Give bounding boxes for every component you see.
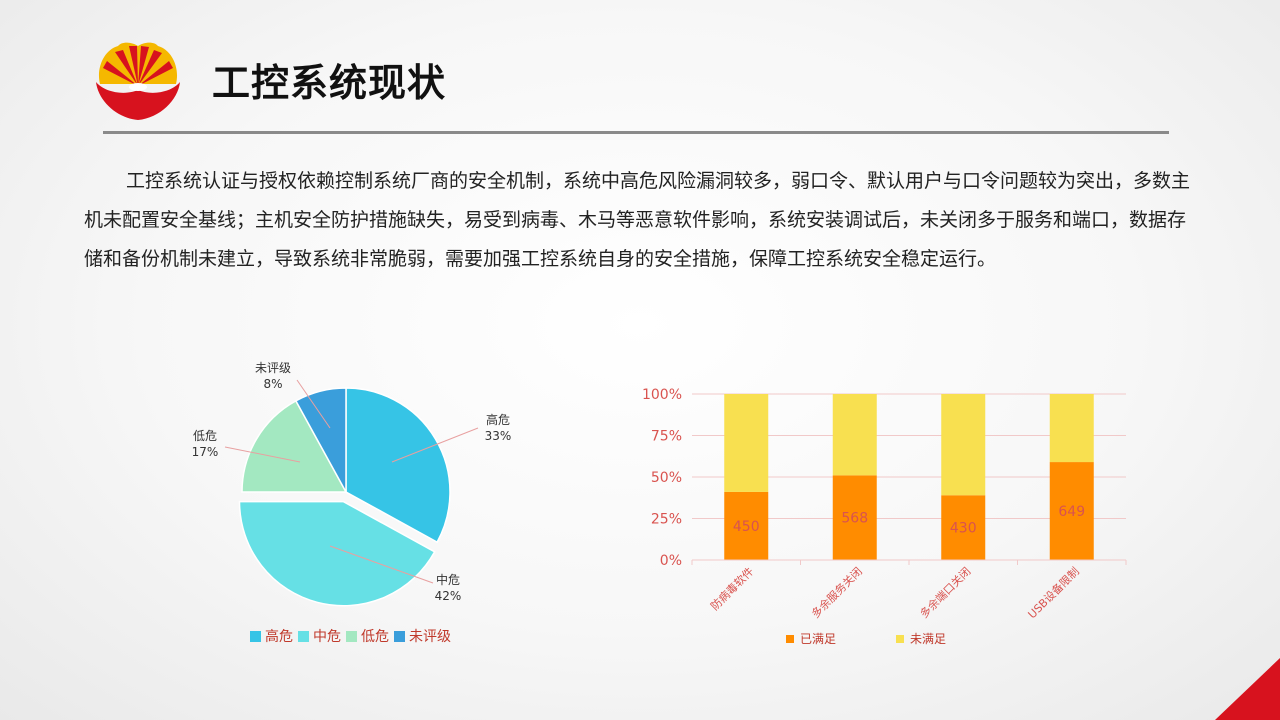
- pie-label-value-2: 42%: [435, 589, 462, 603]
- bar-legend-swatch-1: [786, 634, 794, 643]
- pie-slice-1: [345, 387, 451, 544]
- pie-legend-swatch-1: [250, 630, 261, 642]
- pie-legend-item-3: 低危: [346, 626, 389, 646]
- pie-label-name-3: 低危: [193, 429, 217, 443]
- bar-ytick-3: 50%: [651, 470, 682, 486]
- pie-slice-2: [238, 500, 436, 607]
- corner-decoration: [1215, 658, 1280, 720]
- bar-ytick-2: 25%: [651, 512, 682, 528]
- bar-xtick-1: 防病毒软件: [708, 564, 757, 613]
- bar-ytick-1: 0%: [660, 553, 682, 569]
- bar-ytick-4: 75%: [651, 429, 682, 445]
- pie-leader-line-1: [391, 427, 479, 463]
- bar-legend-label-2: 未满足: [910, 632, 947, 646]
- bar-2-1: [724, 394, 769, 492]
- company-logo: [96, 42, 180, 120]
- bar-legend-item-2: 未满足: [896, 630, 946, 647]
- bar-ytick-5: 100%: [642, 387, 682, 403]
- pie-label-name-2: 中危: [436, 572, 460, 587]
- bar-1-1: [724, 491, 769, 560]
- pie-legend-swatch-4: [394, 630, 405, 642]
- pie-label-value-4: 8%: [263, 377, 282, 391]
- pie-slice-4: [294, 387, 347, 493]
- bar-legend-swatch-2: [896, 634, 904, 643]
- pie-leader-line-3: [224, 446, 301, 463]
- pie-legend-swatch-3: [346, 630, 357, 642]
- pie-legend-swatch-2: [298, 630, 309, 642]
- bar-2-3: [941, 394, 986, 496]
- pie-slice-3: [241, 399, 348, 493]
- bar-data-label-1: 450: [733, 519, 760, 535]
- bar-xtick-4: USB设备限制: [1025, 564, 1082, 621]
- bar-xtick-2: 多余服务关闭: [808, 564, 865, 621]
- bar-legend-item-1: 已满足: [786, 630, 836, 647]
- pie-leader-line-2: [329, 545, 434, 584]
- body-paragraph: 工控系统认证与授权依赖控制系统厂商的安全机制，系统中高危风险漏洞较多，弱口令、默…: [84, 170, 1191, 270]
- pie-label-name-4: 未评级: [255, 361, 291, 375]
- pie-label-value-3: 17%: [192, 445, 219, 459]
- pie-legend-label-3: 低危: [361, 629, 389, 645]
- bar-data-label-3: 430: [950, 521, 977, 537]
- page-title: 工控系统现状: [212, 61, 447, 105]
- bar-1-3: [941, 495, 986, 560]
- pie-legend: 高危 中危 低危 未评级: [250, 626, 456, 646]
- pie-legend-label-1: 高危: [265, 629, 293, 645]
- bar-xtick-3: 多余端口关闭: [917, 564, 974, 621]
- pie-label-name-1: 高危: [486, 412, 510, 427]
- pie-legend-item-4: 未评级: [394, 626, 451, 646]
- bar-legend-label-1: 已满足: [800, 632, 837, 646]
- bar-2-4: [1049, 394, 1094, 463]
- pie-leader-line-4: [296, 379, 331, 429]
- pie-legend-item-2: 中危: [298, 626, 341, 646]
- bar-data-label-4: 649: [1058, 504, 1085, 520]
- pie-legend-item-1: 高危: [250, 626, 293, 646]
- pie-legend-label-2: 中危: [313, 629, 341, 645]
- pie-label-value-1: 33%: [485, 429, 512, 443]
- bar-2-2: [832, 394, 877, 476]
- pie-legend-label-4: 未评级: [409, 629, 451, 645]
- bar-data-label-2: 568: [841, 511, 868, 527]
- bar-1-2: [832, 475, 877, 560]
- title-divider: [103, 131, 1169, 134]
- bar-1-4: [1049, 462, 1094, 560]
